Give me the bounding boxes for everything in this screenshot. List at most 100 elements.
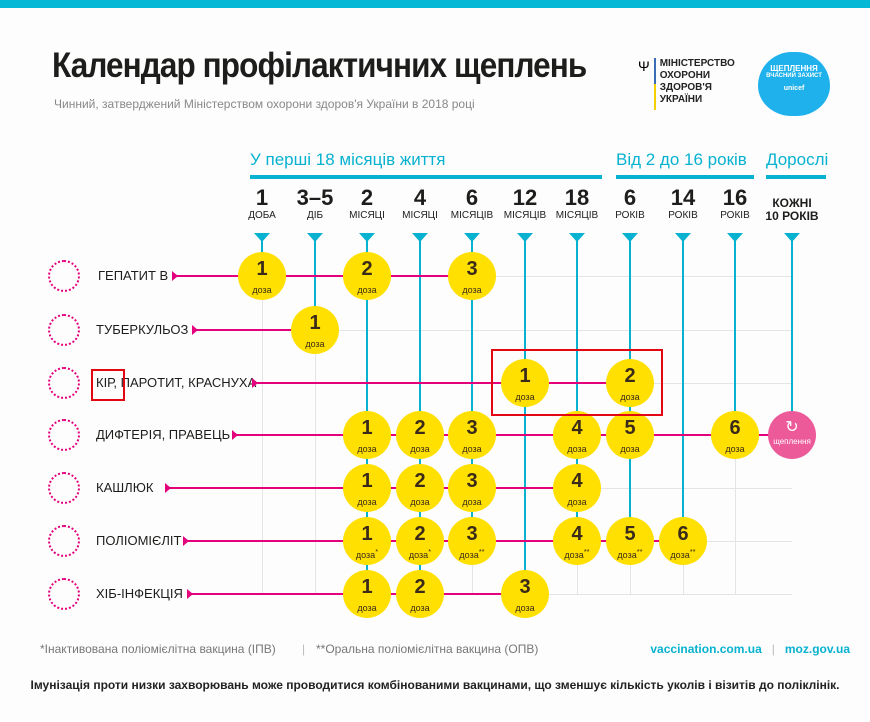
column-header: КОЖНІ 10 РОКІВ — [760, 186, 824, 222]
age-unit: МІСЯЦІ — [402, 210, 438, 221]
dose-number: 1 — [361, 523, 373, 545]
disease-label: ТУБЕРКУЛЬОЗ — [96, 322, 188, 337]
ministry-logo: Ψ МІНІСТЕРСТВО ОХОРОНИ ЗДОРОВ'Я УКРАЇНИ — [638, 58, 750, 110]
column-line — [576, 240, 578, 541]
disease-icon — [48, 419, 80, 451]
age-unit: РОКІВ — [615, 210, 645, 221]
column-marker-icon — [412, 233, 428, 242]
disease-name: ХІБ-ІНФЕКЦІЯ — [96, 586, 183, 601]
age-value: 2 — [360, 185, 374, 210]
dose-footnote-mark: ** — [689, 547, 696, 556]
refresh-icon: ↻ — [785, 419, 799, 436]
dose-badge: 5 доза — [606, 411, 654, 459]
revaccination-badge: ↻ щеплення — [768, 411, 816, 459]
dose-number: 3 — [466, 523, 478, 545]
dose-footnote-mark: * — [375, 547, 379, 556]
highlight-kir-label — [91, 369, 125, 401]
combined-vaccines-note: Імунізація проти низки захворювань може … — [30, 678, 840, 692]
disease-name: ДИФТЕРІЯ, ПРАВЕЦЬ — [96, 427, 231, 442]
age-value: 6 — [465, 185, 479, 210]
column-marker-icon — [517, 233, 533, 242]
column-line — [734, 240, 736, 435]
age-unit: МІСЯЦІ — [349, 210, 385, 221]
dose-label: доза — [252, 285, 272, 295]
dose-number: 4 — [571, 470, 583, 492]
disease-name: КАШЛЮК — [96, 480, 154, 495]
grid-vline — [315, 250, 316, 595]
opv-footnote: **Оральна поліомієлітна вакцина (ОПВ) — [316, 642, 539, 656]
campaign-heart-logo: ЩЕПЛЕННЯ ВЧАСНИЙ ЗАХИСТ unicef — [758, 52, 830, 116]
column-header: 4 МІСЯЦІ — [395, 186, 445, 222]
dose-number: 2 — [414, 417, 426, 439]
dose-number: 2 — [414, 576, 426, 598]
dose-number: 6 — [729, 417, 741, 439]
dose-badge: 1 доза — [343, 464, 391, 512]
disease-name: ТУБЕРКУЛЬОЗ — [96, 322, 189, 337]
dose-label: доза — [410, 603, 430, 613]
arrow-icon — [187, 589, 193, 599]
dose-number: 1 — [256, 258, 268, 280]
dose-number: 2 — [414, 523, 426, 545]
age-value: 4 — [413, 185, 427, 210]
dose-label: доза — [567, 497, 587, 507]
unicef-logo: unicef — [783, 85, 805, 92]
dose-badge: 5 доза** — [606, 517, 654, 565]
dose-badge: 1 доза — [291, 306, 339, 354]
dose-badge: 3 доза — [448, 464, 496, 512]
dose-number: 4 — [571, 417, 583, 439]
age-value: 3–5 — [296, 185, 334, 210]
arrow-icon — [165, 483, 171, 493]
column-header: 3–5 ДІБ — [290, 186, 340, 222]
age-unit: МІСЯЦІВ — [450, 210, 494, 221]
grid-hline — [262, 276, 792, 277]
age-value: 18 — [564, 185, 590, 210]
dose-number: 1 — [361, 470, 373, 492]
column-line — [524, 240, 526, 594]
arrow-icon — [232, 430, 238, 440]
dose-number: 5 — [624, 523, 636, 545]
dose-label: доза — [357, 285, 377, 295]
ipv-footnote: *Інактивована поліомієлітна вакцина (ІПВ… — [40, 642, 276, 656]
dose-number: 2 — [624, 365, 636, 387]
dose-label: доза — [564, 550, 584, 560]
dose-badge: 2 доза* — [396, 517, 444, 565]
disease-icon — [48, 578, 80, 610]
dose-label: доза — [515, 603, 535, 613]
disease-line — [172, 275, 472, 277]
dose-number: 2 — [361, 258, 373, 280]
flag-bar — [653, 58, 656, 110]
column-header: 12 МІСЯЦІВ — [500, 186, 550, 222]
dose-label: доза — [459, 550, 479, 560]
section-first-18-months: У перші 18 місяців життя — [250, 150, 602, 179]
moz-link[interactable]: moz.gov.ua — [784, 642, 850, 656]
dose-label: доза — [620, 392, 640, 402]
ministry-name: МІНІСТЕРСТВО ОХОРОНИ ЗДОРОВ'Я УКРАЇНИ — [659, 58, 735, 105]
vaccination-link[interactable]: vaccination.com.ua — [650, 642, 762, 656]
age-unit: МІСЯЦІВ — [555, 210, 599, 221]
dose-label: доза — [725, 444, 745, 454]
campaign-title: ЩЕПЛЕННЯ — [770, 64, 818, 73]
column-marker-icon — [784, 233, 800, 242]
age-unit: ДОБА — [248, 210, 276, 221]
dose-label: доза — [567, 444, 587, 454]
footer-links: vaccination.com.ua | moz.gov.ua — [650, 642, 850, 656]
footnote-divider: | — [302, 642, 306, 656]
column-header: 14 РОКІВ — [658, 186, 708, 222]
dose-badge: 2 доза — [396, 570, 444, 618]
dose-label: доза — [617, 550, 637, 560]
dose-number: 3 — [466, 417, 478, 439]
grid-hline — [262, 330, 792, 331]
dose-badge: 4 доза — [553, 411, 601, 459]
dose-label: доза — [410, 444, 430, 454]
column-marker-icon — [622, 233, 638, 242]
disease-line — [252, 382, 630, 384]
arrow-icon — [172, 271, 178, 281]
disease-icon — [48, 260, 80, 292]
column-marker-icon — [675, 233, 691, 242]
dose-number: 4 — [571, 523, 583, 545]
dose-label: доза — [357, 603, 377, 613]
dose-number: 5 — [624, 417, 636, 439]
age-value: 1 — [255, 185, 269, 210]
section-adults: Дорослі — [766, 150, 828, 179]
column-header: 18 МІСЯЦІВ — [552, 186, 602, 222]
